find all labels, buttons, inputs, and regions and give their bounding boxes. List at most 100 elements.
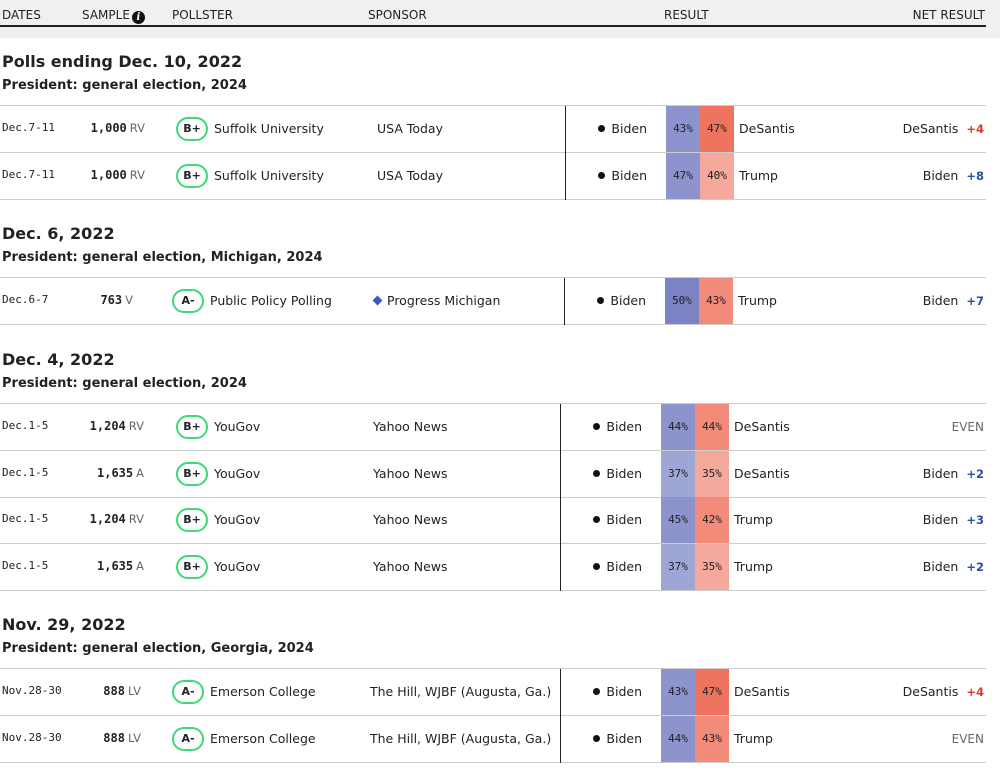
date-heading: Dec. 6, 2022 (2, 224, 115, 243)
sponsor-label: The Hill, WJBF (Augusta, Ga.) (370, 730, 552, 746)
net-margin: +7 (966, 294, 984, 308)
table-row[interactable]: Dec.6-7 763 V A- Public Policy Polling Progre… (0, 278, 986, 325)
candidate-1-name: Biden (611, 121, 647, 136)
candidate-2-name: DeSantis (734, 684, 790, 699)
pollster-grade-badge[interactable]: B+ (176, 163, 208, 188)
candidate-1-name: Biden (611, 167, 647, 183)
candidate-2-name: Trump (734, 558, 773, 574)
table-row[interactable]: Dec.1-5 1,204 RV B+ YouGov Yahoo News Biden 44%… (0, 404, 986, 451)
race-heading[interactable]: President: general election, 2024 (2, 78, 247, 93)
table-row[interactable]: Dec.1-5 1,635 A B+ YouGov Yahoo News Biden 37% 3… (0, 450, 986, 498)
pollster-grade-badge[interactable]: A- (172, 289, 204, 313)
pollster-name[interactable]: Suffolk University (214, 167, 324, 183)
candidate-1-pct: 37% (661, 450, 695, 497)
candidate-2-name: DeSantis (734, 419, 790, 434)
net-margin: +2 (966, 466, 984, 481)
candidate-1: Biden (598, 168, 647, 183)
poll-dates: Nov.28-30 (2, 684, 62, 697)
sample-size: 1,000 RV (75, 121, 145, 135)
sponsor-label: Yahoo News (373, 419, 448, 434)
header-sponsor[interactable]: SPONSOR (368, 8, 427, 22)
net-result: Biden +7 (923, 293, 984, 308)
header-sample[interactable]: SAMPLE i (82, 8, 145, 24)
pollster-name[interactable]: YouGov (214, 558, 261, 574)
sample-population: RV (129, 167, 145, 182)
candidate-2-pct: 42% (695, 497, 729, 543)
net-result: DeSantis +4 (903, 121, 984, 136)
candidate-1-name: Biden (606, 684, 642, 699)
candidate-1-name: Biden (606, 512, 642, 527)
net-leader: Biden (922, 512, 959, 527)
candidate-1-name: Biden (610, 293, 646, 308)
header-result[interactable]: RESULT (664, 8, 709, 22)
info-icon[interactable]: i (131, 11, 145, 24)
pollster-name[interactable]: Emerson College (210, 684, 316, 699)
net-result: Biden +3 (923, 512, 984, 527)
bullet-icon (593, 734, 601, 742)
pollster-grade-badge[interactable]: B+ (176, 415, 208, 439)
sample-number: 888 (103, 730, 125, 745)
pollster-name[interactable]: Suffolk University (214, 121, 324, 136)
pollster-name[interactable]: YouGov (214, 465, 261, 481)
candidate-1-pct: 47% (666, 152, 700, 199)
header-net-result[interactable]: NET RESULT (912, 8, 985, 22)
poll-dates: Dec.1-5 (2, 512, 49, 525)
result-divider (560, 669, 561, 716)
pollster-grade-badge[interactable]: B+ (176, 508, 208, 532)
table-row[interactable]: Dec.1-5 1,635 A B+ YouGov Yahoo News Biden 37% 3… (0, 543, 986, 591)
candidate-2-pct: 35% (695, 543, 729, 590)
table-row[interactable]: Dec.7-11 1,000 RV B+ Suffolk University USA T… (0, 152, 986, 200)
candidate-1-pct: 44% (661, 715, 695, 762)
net-result: Biden +2 (923, 466, 984, 481)
net-even: EVEN (951, 731, 984, 746)
bullet-icon (598, 171, 606, 179)
pollster-name[interactable]: Public Policy Polling (210, 293, 332, 308)
pollster-grade-badge[interactable]: A- (172, 680, 204, 704)
bullet-icon (598, 125, 606, 132)
date-heading: Nov. 29, 2022 (2, 615, 126, 634)
sponsor-name: The Hill, WJBF (Augusta, Ga.) (370, 731, 551, 746)
pollster-grade-badge[interactable]: B+ (176, 117, 208, 141)
net-even: EVEN (951, 420, 984, 434)
table-row[interactable]: Nov.28-30 888 LV A- Emerson College The Hill,… (0, 715, 986, 763)
sponsor-name: Yahoo News (373, 466, 448, 481)
candidate-1-name: Biden (606, 730, 642, 746)
header-pollster[interactable]: POLLSTER (172, 8, 233, 22)
candidate-1: Biden (593, 684, 642, 699)
pollster-name[interactable]: YouGov (214, 419, 261, 434)
race-heading[interactable]: President: general election, Michigan, 2… (2, 250, 323, 265)
pollster-grade-badge[interactable]: B+ (176, 554, 208, 579)
candidate-2-name: Trump (734, 512, 773, 527)
sponsor-label: The Hill, WJBF (Augusta, Ga.) (370, 684, 552, 699)
sample-size: 888 LV (71, 731, 141, 745)
header-dates[interactable]: DATES (2, 8, 41, 22)
pollster-name[interactable]: YouGov (214, 512, 261, 527)
table-row[interactable]: Dec.7-11 1,000 RV B+ Suffolk University USA T… (0, 106, 986, 153)
net-margin: +3 (966, 513, 984, 527)
race-heading[interactable]: President: general election, 2024 (2, 376, 247, 391)
table-row[interactable]: Dec.1-5 1,204 RV B+ YouGov Yahoo News Biden 45%… (0, 497, 986, 544)
candidate-2-pct: 43% (695, 715, 729, 762)
candidate-1: Biden (593, 512, 642, 527)
sample-size: 1,204 RV (74, 419, 144, 433)
net-leader: Biden (922, 293, 959, 308)
sample-population: A (136, 558, 144, 573)
race-heading[interactable]: President: general election, Georgia, 20… (2, 641, 314, 656)
sponsor-name: Yahoo News (373, 419, 448, 434)
candidate-2-pct: 44% (695, 404, 729, 450)
result-divider (565, 152, 566, 200)
sample-size: 1,000 RV (75, 168, 145, 182)
table-row[interactable]: Nov.28-30 888 LV A- Emerson College The Hill,… (0, 669, 986, 716)
pollster-grade-badge[interactable]: B+ (176, 461, 208, 486)
candidate-2-pct: 43% (699, 278, 733, 324)
candidate-1-pct: 50% (665, 278, 699, 324)
net-leader: Biden (922, 167, 959, 183)
group-divider (0, 277, 986, 278)
pollster-name[interactable]: Emerson College (210, 730, 316, 746)
candidate-2-name: DeSantis (734, 465, 790, 481)
net-result: EVEN (952, 731, 984, 746)
result-divider (560, 543, 561, 591)
pollster-grade-badge[interactable]: A- (172, 726, 204, 751)
candidate-2-name: Trump (738, 293, 777, 308)
candidate-1-pct: 45% (661, 497, 695, 543)
